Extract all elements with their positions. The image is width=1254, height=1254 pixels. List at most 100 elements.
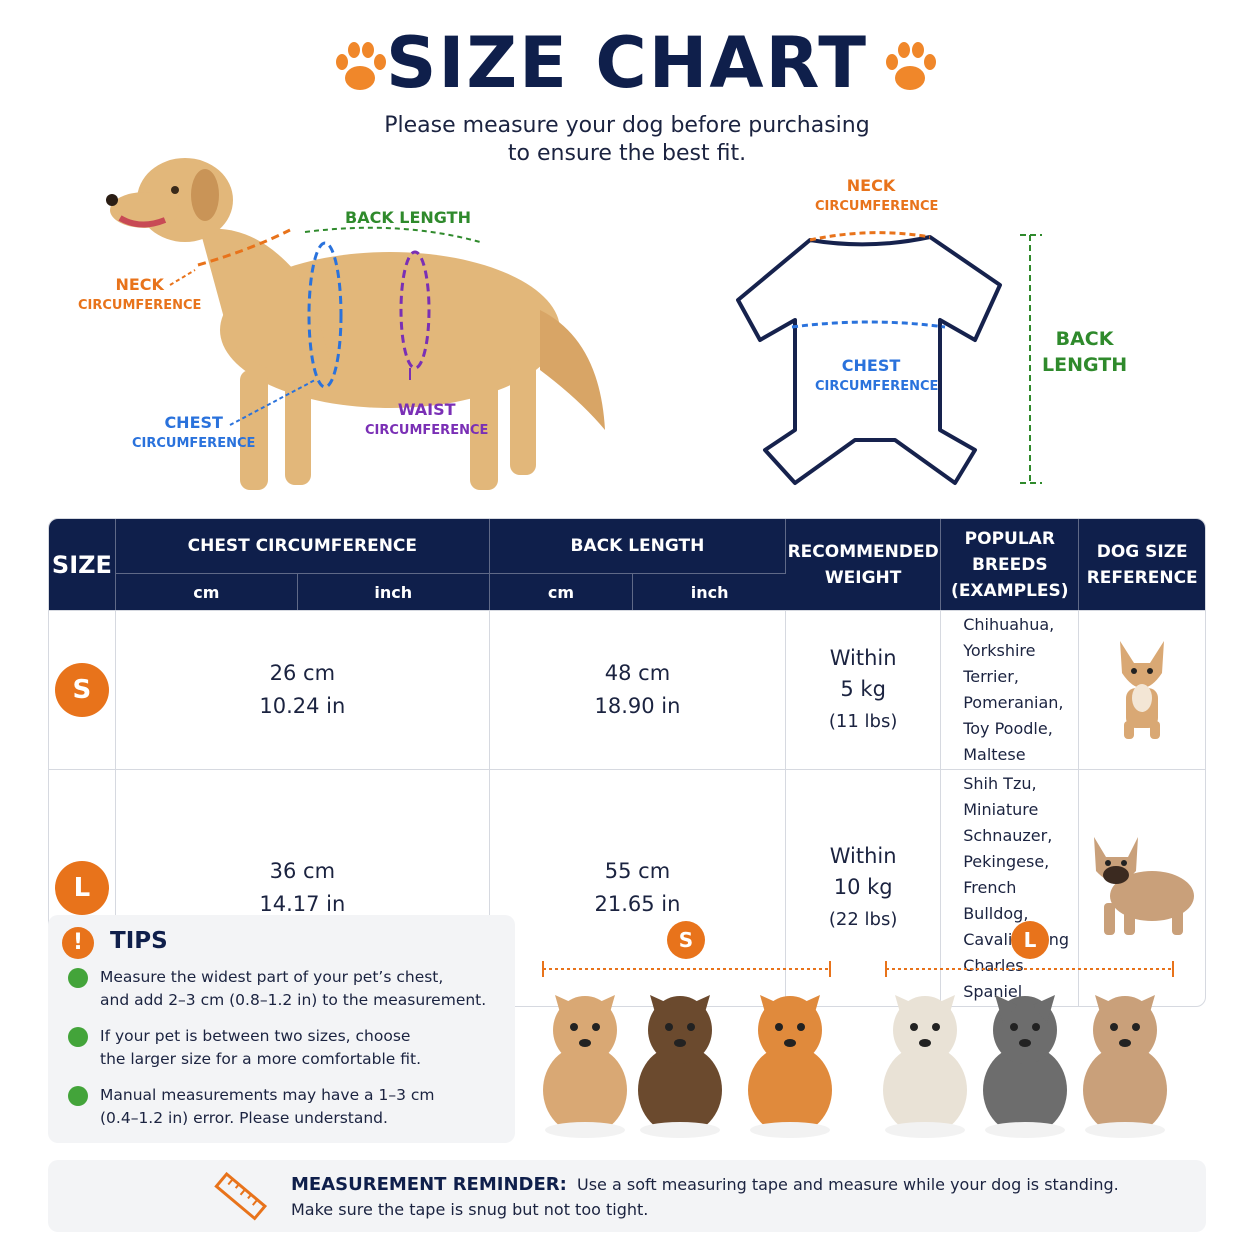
diagram-label: CIRCUMFERENCE: [815, 379, 939, 394]
diagram-label: NECK: [115, 275, 164, 294]
decoration: [1150, 720, 1161, 739]
decoration: [1120, 640, 1165, 688]
cell-text: 55 cm: [604, 859, 671, 883]
cell-text: 21.65 in: [594, 892, 681, 916]
decoration: [229, 379, 316, 426]
decoration: [983, 1045, 1067, 1135]
cell-text: (22 lbs): [828, 909, 898, 930]
tip-text: If your pet is between two sizes, choose: [100, 1027, 411, 1045]
header-text: REFERENCE: [1086, 567, 1198, 588]
table-row: S 26 cm 10.24 in 48 cm 18.90 in Within 5 kg (11…: [49, 610, 1205, 769]
dog-photo: [1094, 836, 1195, 935]
cell-text: 48 cm: [604, 661, 671, 685]
decoration: [106, 194, 118, 206]
decoration: NECK CIRCUMFERENCE: [815, 176, 938, 214]
size-badge: L: [1011, 921, 1049, 959]
decoration: [895, 995, 955, 1023]
diagram-label: CHEST: [841, 356, 901, 375]
diagram-label: NECK: [846, 176, 896, 195]
decoration: [1172, 902, 1184, 935]
tips-title: TIPS: [110, 928, 168, 954]
decoration: [912, 42, 924, 58]
decoration: [545, 1122, 625, 1138]
header-text: DOG SIZE: [1096, 541, 1188, 562]
decoration: [885, 1122, 965, 1138]
decoration: [1132, 683, 1153, 712]
decoration: NECK CIRCUMFERENCE: [78, 275, 201, 313]
decoration: [750, 1122, 830, 1138]
dog-photo: [883, 995, 967, 1138]
size-table: SIZE CHEST CIRCUMFERENCE BACK LENGTH REC…: [48, 518, 1206, 1007]
reminder-line: MEASUREMENT REMINDER: Use a soft measuri…: [291, 1174, 1119, 1195]
decoration: [1105, 859, 1112, 866]
decoration: [1110, 1023, 1118, 1031]
decoration: CHEST CIRCUMFERENCE: [815, 356, 939, 394]
reminder-text: Make sure the tape is snug but not too t…: [291, 1200, 649, 1219]
dog-illustration: [106, 158, 605, 490]
decoration: [687, 1023, 695, 1031]
decoration: cm inch cm inch: [49, 573, 1205, 610]
tip: If your pet is between two sizes, choose…: [68, 1025, 421, 1071]
header-text: POPULAR BREEDS: [964, 528, 1055, 575]
decoration: [200, 228, 330, 372]
dog-photo: [638, 995, 722, 1138]
size-badge: S: [667, 921, 705, 959]
diagram-label: LENGTH: [1042, 354, 1128, 376]
dog-photo: [983, 995, 1067, 1138]
tip: Measure the widest part of your pet’s ch…: [68, 966, 486, 1012]
tips-panel: ! TIPS Measure the widest part of your p…: [48, 915, 515, 1143]
table-row: L 36 cm 14.17 in 55 cm 21.65 in Within 10 kg (2…: [49, 769, 1205, 1006]
cell-text: 26 cm: [269, 661, 336, 685]
tip-text: Manual measurements may have a 1–3 cm: [100, 1086, 435, 1104]
decoration: [784, 1039, 796, 1047]
decoration: [171, 186, 179, 194]
header-cell: DOG SIZE REFERENCE: [1079, 519, 1205, 610]
subtitle: to ensure the best fit.: [507, 141, 747, 166]
decoration: [1094, 836, 1195, 935]
subheader-cell: cm: [115, 573, 298, 610]
decoration: CHEST CIRCUMFERENCE: [132, 413, 255, 451]
decoration: [1083, 1045, 1167, 1135]
decoration: [1104, 902, 1116, 935]
cell-text: Chihuahua, Yorkshire Terrier,: [963, 615, 1055, 686]
cell-text: 5 kg: [840, 677, 886, 701]
decoration: [336, 54, 348, 70]
tip: Manual measurements may have a 1–3 cm (0.…: [68, 1084, 435, 1130]
decoration: BACK LENGTH: [1042, 326, 1127, 378]
decoration: [362, 42, 374, 58]
diagram-label: BACK LENGTH: [345, 208, 471, 227]
back-cell: 55 cm 21.65 in: [489, 769, 787, 1006]
decoration: [919, 1039, 931, 1047]
subheader-cell: cm: [489, 573, 634, 610]
header-cell: POPULAR BREEDS (EXAMPLES): [941, 519, 1080, 610]
cell-text: 10 kg: [833, 875, 893, 899]
decoration: [542, 961, 1174, 977]
decoration: [285, 375, 311, 485]
header-text: RECOMMENDED: [787, 541, 939, 562]
title: SIZE CHART: [385, 22, 869, 104]
subheader-cell: inch: [633, 573, 787, 610]
decoration: [543, 1045, 627, 1135]
decoration: [214, 1172, 268, 1221]
breeds-cell: Chihuahua, Yorkshire Terrier, Pomeranian,…: [941, 610, 1080, 769]
decoration: [674, 1039, 686, 1047]
decoration: [1085, 1122, 1165, 1138]
decoration: [570, 1023, 578, 1031]
decoration: [1121, 859, 1128, 866]
diagram-label: CIRCUMFERENCE: [365, 423, 489, 438]
decoration: [1131, 667, 1138, 674]
size-cell: S: [49, 610, 116, 769]
garment-illustration: [736, 231, 1042, 485]
decoration: [592, 1023, 600, 1031]
subheader-cell: inch: [297, 573, 490, 610]
decoration: [736, 235, 1002, 485]
dog-photos: [542, 961, 1174, 1138]
dog-reference: [1079, 610, 1205, 769]
decoration: [665, 1023, 673, 1031]
diagram-label: CHEST: [164, 413, 223, 432]
header-text: WEIGHT: [824, 567, 902, 588]
decoration: [336, 42, 386, 90]
decoration: [191, 169, 219, 221]
decoration: [543, 995, 1167, 1138]
decoration: [1103, 865, 1130, 884]
